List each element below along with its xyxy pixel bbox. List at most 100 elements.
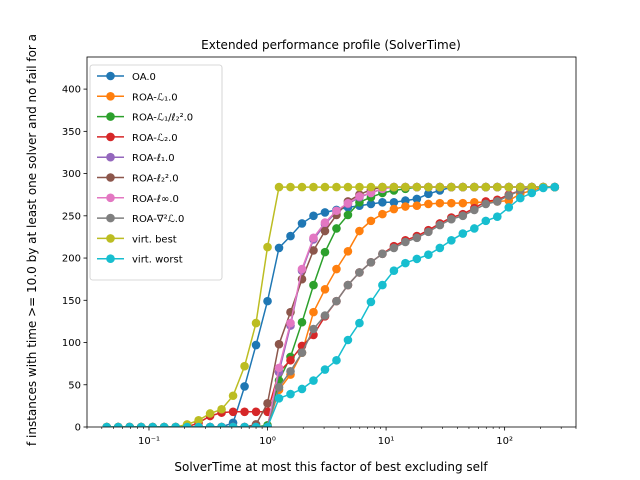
- legend-box: [89, 64, 223, 281]
- data-point: [504, 182, 514, 192]
- data-point: [125, 422, 134, 427]
- data-point: [332, 224, 341, 233]
- data-point: [332, 296, 341, 306]
- data-point: [412, 182, 422, 192]
- legend-item: ROA-ℒ₁.0: [97, 92, 178, 103]
- data-point: [378, 280, 387, 290]
- data-point: [435, 198, 445, 208]
- x-tick-label: 10¹: [378, 436, 395, 447]
- legend-label: ROA-ℓ∞.0: [132, 194, 179, 205]
- data-point: [240, 361, 249, 371]
- data-point: [401, 202, 410, 211]
- data-point: [228, 391, 238, 401]
- legend-marker: [106, 152, 115, 162]
- data-point: [274, 182, 284, 192]
- data-point: [320, 182, 330, 192]
- legend-item: virt. best: [97, 234, 177, 245]
- legend-label: OA.0: [132, 72, 156, 83]
- plot-area: [102, 182, 560, 427]
- data-point: [493, 197, 502, 206]
- y-tick-label: 300: [62, 169, 81, 180]
- data-point: [366, 188, 376, 198]
- data-point: [378, 182, 387, 192]
- data-point: [470, 197, 479, 207]
- data-point: [332, 182, 341, 192]
- data-point: [274, 363, 284, 373]
- y-tick-label: 50: [68, 380, 81, 391]
- data-point: [493, 182, 502, 192]
- data-point: [309, 233, 318, 243]
- series-line: [106, 186, 555, 427]
- data-point: [355, 318, 364, 328]
- series-line: [106, 186, 555, 427]
- axis-ticks: 0 50 100 150 200 250 300 350 400 10⁻¹ 10⁰ 10¹ 10²: [62, 85, 577, 447]
- data-point: [401, 196, 410, 205]
- legend-marker: [106, 193, 115, 203]
- data-point: [286, 389, 295, 399]
- data-point: [286, 182, 295, 192]
- data-point: [286, 318, 295, 328]
- data-point: [217, 422, 226, 427]
- data-point: [401, 237, 410, 247]
- data-point: [309, 307, 318, 317]
- data-point: [251, 407, 261, 417]
- data-point: [309, 280, 318, 290]
- legend-label: ROA-ℒ₁.0: [132, 92, 178, 103]
- data-point: [240, 407, 249, 417]
- data-point: [424, 227, 433, 237]
- data-point: [481, 182, 491, 192]
- data-point: [205, 409, 215, 418]
- data-point: [481, 216, 491, 226]
- y-tick-label: 0: [75, 423, 81, 434]
- data-point: [297, 348, 307, 357]
- legend-item: ROA-ℓ∞.0: [97, 193, 179, 205]
- data-point: [435, 220, 445, 230]
- data-point: [297, 384, 307, 394]
- data-point: [309, 246, 318, 255]
- data-point: [412, 201, 422, 210]
- data-point: [389, 204, 399, 214]
- data-point: [378, 197, 387, 207]
- data-point: [205, 422, 215, 427]
- data-point: [320, 365, 330, 374]
- data-point: [148, 422, 157, 427]
- y-tick-label: 250: [62, 211, 81, 222]
- legend-marker: [106, 234, 115, 243]
- legend-label: ROA-ℓ₁.0: [132, 153, 175, 164]
- data-point: [194, 422, 203, 427]
- data-point: [102, 422, 112, 427]
- data-point: [332, 355, 341, 365]
- data-point: [470, 182, 479, 192]
- data-point: [378, 249, 387, 259]
- data-point: [263, 399, 272, 408]
- y-tick-label: 200: [62, 254, 81, 265]
- data-point: [309, 376, 318, 385]
- legend-item: ROA-ℓ₁.0: [97, 152, 175, 164]
- x-tick-label: 10²: [496, 436, 513, 447]
- series-line: [106, 186, 555, 427]
- data-point: [366, 199, 376, 209]
- data-point: [447, 214, 456, 224]
- legend-item: virt. worst: [97, 254, 183, 266]
- legend-marker: [106, 254, 115, 263]
- data-point: [343, 246, 353, 256]
- data-point: [366, 297, 376, 307]
- x-tick-label: 10⁰: [259, 436, 276, 447]
- data-point: [320, 218, 330, 227]
- y-tick-label: 100: [62, 338, 81, 349]
- legend-item: ROA-∇²ℒ.0: [97, 213, 184, 225]
- data-point: [320, 208, 330, 217]
- data-point: [470, 224, 479, 233]
- data-point: [424, 189, 433, 199]
- legend-marker: [106, 112, 115, 121]
- data-point: [228, 422, 238, 427]
- data-point: [515, 182, 525, 192]
- data-point: [263, 422, 272, 427]
- data-point: [343, 210, 353, 220]
- y-tick-label: 150: [62, 296, 81, 307]
- data-point: [159, 422, 169, 427]
- data-point: [504, 191, 514, 200]
- data-point: [527, 182, 537, 192]
- data-point: [435, 243, 445, 253]
- legend-label: virt. best: [132, 234, 177, 245]
